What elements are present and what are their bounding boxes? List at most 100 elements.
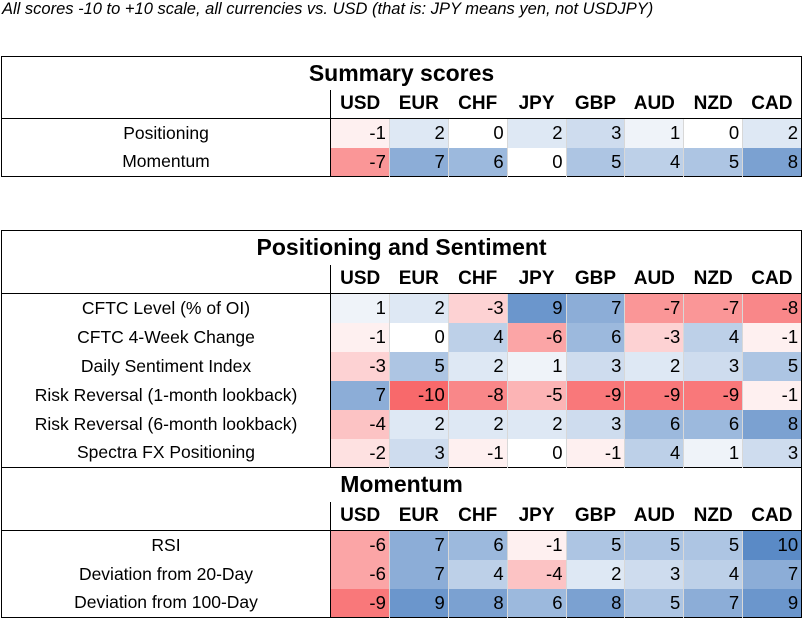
currency-header: USD — [330, 89, 390, 119]
row-label: Risk Reversal (6-month lookback) — [1, 409, 331, 439]
score-cell: -9 — [565, 380, 625, 410]
row-label: Risk Reversal (1-month lookback) — [1, 380, 331, 410]
currency-header: JPY — [507, 89, 566, 119]
header-spacer — [1, 89, 331, 119]
currency-header: USD — [330, 264, 390, 294]
score-cell: 4 — [447, 322, 508, 352]
score-cell: -8 — [447, 380, 508, 410]
score-cell: 1 — [330, 293, 390, 323]
score-cell: 4 — [683, 322, 743, 352]
score-cell: -7 — [683, 293, 743, 323]
currency-header: CAD — [742, 501, 802, 531]
score-row: Positioning -1 2 0 2 3 1 0 2 — [1, 118, 802, 148]
row-label: Momentum — [1, 147, 331, 177]
score-cell: -7 — [330, 147, 390, 177]
summary-title: Summary scores — [308, 59, 495, 86]
score-cell: -6 — [330, 559, 390, 589]
score-cell: 4 — [683, 559, 743, 589]
score-cell: 7 — [742, 559, 802, 589]
score-cell: 3 — [565, 351, 625, 381]
score-cell: 8 — [742, 147, 802, 177]
currency-header: GBP — [566, 264, 625, 294]
score-cell: 10 — [742, 530, 802, 560]
currency-header: JPY — [507, 501, 566, 531]
score-cell: -6 — [506, 322, 566, 352]
score-cell: 2 — [506, 409, 566, 439]
positioning-title: Positioning and Sentiment — [256, 234, 547, 261]
score-cell: -5 — [506, 380, 566, 410]
score-cell: 3 — [388, 438, 449, 468]
score-cell: -9 — [330, 588, 390, 618]
score-cell: 0 — [506, 147, 566, 177]
currency-header: EUR — [389, 501, 449, 531]
score-cell: 1 — [683, 438, 743, 468]
summary-header-row: USD EUR CHF JPY GBP AUD NZD CAD — [1, 89, 802, 119]
score-cell: 3 — [683, 351, 743, 381]
score-row: Risk Reversal (6-month lookback) -4 2 2 2 3 6 6… — [1, 409, 802, 439]
score-cell: 2 — [447, 351, 508, 381]
score-cell: 0 — [388, 322, 449, 352]
score-cell: 5 — [624, 530, 684, 560]
header-spacer — [1, 264, 331, 294]
score-cell: -1 — [742, 380, 802, 410]
score-cell: 7 — [330, 380, 390, 410]
currency-header: NZD — [683, 89, 743, 119]
score-cell: 7 — [388, 530, 449, 560]
currency-header: CHF — [448, 264, 508, 294]
score-cell: 2 — [565, 559, 625, 589]
summary-scores-table: Summary scores USD EUR CHF JPY GBP AUD N… — [1, 56, 803, 177]
score-cell: -9 — [624, 380, 684, 410]
currency-header: GBP — [566, 501, 625, 531]
row-label: Daily Sentiment Index — [1, 351, 331, 381]
currency-header: CHF — [448, 89, 508, 119]
score-cell: 7 — [388, 559, 449, 589]
row-label: Positioning — [1, 118, 331, 148]
currency-header: AUD — [624, 501, 684, 531]
score-row: Deviation from 20-Day -6 7 4 -4 2 3 4 7 — [1, 559, 802, 589]
positioning-momentum-table: Positioning and Sentiment USD EUR CHF JP… — [1, 230, 803, 618]
score-cell: 6 — [565, 322, 625, 352]
score-cell: -1 — [506, 530, 566, 560]
score-cell: 6 — [624, 409, 684, 439]
score-cell: 2 — [447, 409, 508, 439]
score-row: Risk Reversal (1-month lookback) 7 -10 -8 -5… — [1, 380, 802, 410]
score-row: CFTC 4-Week Change -1 0 4 -6 6 -3 4 -1 — [1, 322, 802, 352]
score-cell: 2 — [624, 351, 684, 381]
score-cell: 5 — [565, 147, 625, 177]
momentum-title: Momentum — [1, 467, 802, 502]
score-cell: 5 — [624, 588, 684, 618]
currency-header: JPY — [507, 264, 566, 294]
score-cell: 6 — [447, 530, 508, 560]
score-cell: -6 — [330, 530, 390, 560]
score-cell: 3 — [565, 409, 625, 439]
score-cell: 5 — [742, 351, 802, 381]
score-cell: 2 — [388, 409, 449, 439]
score-cell: 2 — [506, 118, 566, 148]
score-cell: 9 — [388, 588, 449, 618]
score-cell: 5 — [565, 530, 625, 560]
row-label: Deviation from 100-Day — [1, 588, 331, 618]
score-row: CFTC Level (% of OI) 1 2 -3 9 7 -7 -7 -8 — [1, 293, 802, 323]
score-cell: 0 — [506, 438, 566, 468]
score-cell: -10 — [388, 380, 449, 410]
score-cell: -3 — [330, 351, 390, 381]
score-cell: -8 — [742, 293, 802, 323]
score-cell: -7 — [624, 293, 684, 323]
score-cell: -1 — [330, 118, 390, 148]
score-cell: 5 — [683, 147, 743, 177]
score-cell: -1 — [330, 322, 390, 352]
score-row: Deviation from 100-Day -9 9 8 6 8 5 7 9 — [1, 588, 802, 618]
score-cell: 6 — [506, 588, 566, 618]
currency-header: AUD — [624, 264, 684, 294]
score-cell: 7 — [388, 147, 449, 177]
scale-caption: All scores -10 to +10 scale, all currenc… — [2, 0, 654, 18]
score-cell: 5 — [388, 351, 449, 381]
row-label: RSI — [1, 530, 331, 560]
currency-header: CAD — [742, 89, 802, 119]
positioning-header-row: USD EUR CHF JPY GBP AUD NZD CAD — [1, 264, 802, 294]
score-cell: 9 — [742, 588, 802, 618]
score-row: RSI -6 7 6 -1 5 5 5 10 — [1, 530, 802, 560]
score-cell: -3 — [624, 322, 684, 352]
row-label: CFTC Level (% of OI) — [1, 293, 331, 323]
score-cell: 4 — [447, 559, 508, 589]
